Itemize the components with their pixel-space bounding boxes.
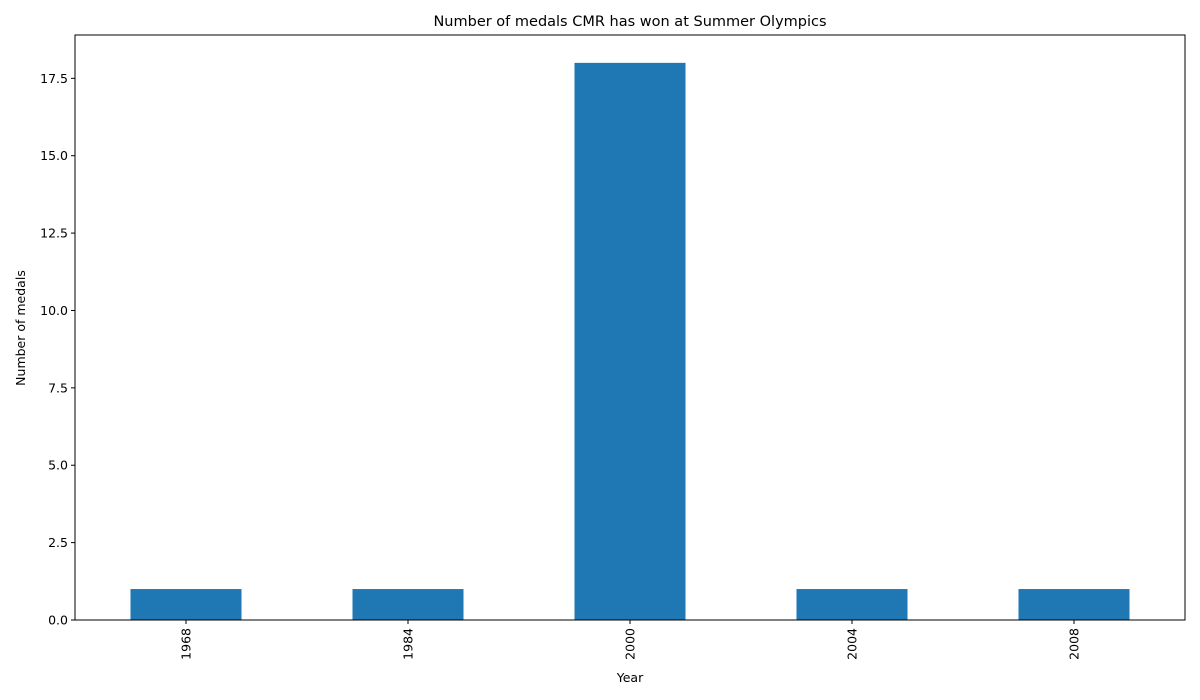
y-tick-label: 0.0 (48, 613, 68, 628)
y-tick-label: 5.0 (48, 458, 68, 473)
x-tick-label-2004: 2004 (845, 628, 860, 660)
y-tick-label: 7.5 (48, 380, 68, 395)
x-tick-label-2008: 2008 (1067, 628, 1082, 660)
y-tick-label: 17.5 (40, 71, 68, 86)
y-axis-label: Number of medals (13, 270, 28, 386)
x-tick-label-1968: 1968 (179, 628, 194, 660)
bar-2004 (796, 589, 908, 620)
x-axis: 1968 1984 2000 2004 2008 (179, 620, 1082, 660)
y-tick-label: 2.5 (48, 535, 68, 550)
y-tick-label: 15.0 (40, 148, 68, 163)
bar-1984 (352, 589, 464, 620)
plot-area (74, 34, 1186, 621)
y-tick-label: 12.5 (40, 226, 68, 241)
y-tick-label: 10.0 (40, 303, 68, 318)
bar-2000 (574, 62, 686, 621)
chart-title: Number of medals CMR has won at Summer O… (433, 14, 826, 30)
x-tick-label-1984: 1984 (401, 628, 416, 660)
x-axis-label: Year (616, 670, 644, 685)
y-axis: 0.0 2.5 5.0 7.5 10.0 12.5 15.0 17.5 (40, 71, 75, 628)
bar-2008 (1018, 589, 1130, 620)
bar-1968 (130, 589, 242, 620)
x-tick-label-2000: 2000 (623, 628, 638, 660)
